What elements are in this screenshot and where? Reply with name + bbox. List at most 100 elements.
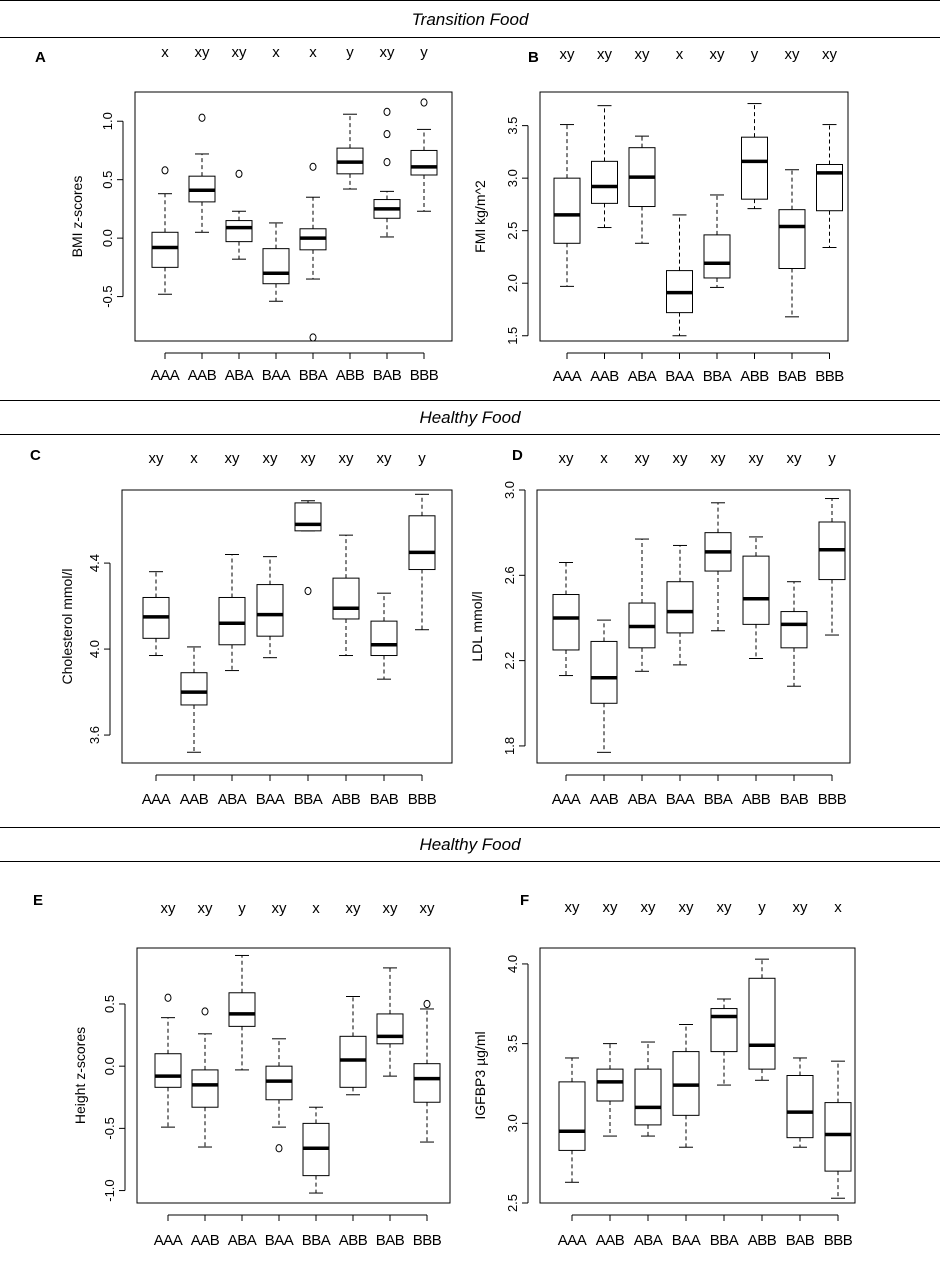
panel-e-x-tick-label-aba: ABA	[228, 1232, 257, 1249]
panel-f-box-bbb	[824, 1102, 852, 1172]
panel-f-group-letter-aab: xy	[603, 899, 619, 916]
panel-e-group-letter-aba: y	[238, 900, 246, 917]
panel-c-box-aba	[218, 596, 246, 646]
separator-line	[0, 400, 940, 401]
panel-d-x-tick-label-abb: ABB	[742, 791, 771, 808]
panel-b-group-letter-baa: x	[676, 46, 684, 63]
panel-c-group-letter-aaa: xy	[149, 450, 165, 467]
panel-d-group-letter-abb: xy	[749, 450, 765, 467]
panel-f-group-letter-bbb: x	[834, 899, 842, 916]
panel-c-group-letter-bba: xy	[301, 450, 317, 467]
panel-c-group-letter-bbb: y	[418, 450, 426, 467]
panel-e-group-letter-bab: xy	[383, 900, 399, 917]
section-title-transition-food: Transition Food	[411, 10, 529, 29]
panel-c-y-tick-label: 3.6	[87, 726, 102, 744]
panel-a-group-letter-abb: y	[346, 44, 354, 61]
panel-e-x-tick-label-abb: ABB	[339, 1232, 368, 1249]
panel-c-plot-frame	[121, 489, 453, 764]
panel-c-y-tick-label: 4.4	[87, 554, 102, 572]
section-title-healthy-food-2: Healthy Food	[419, 835, 521, 854]
panel-e-group-letter-aaa: xy	[161, 900, 177, 917]
panel-b-group-letter-bba: xy	[710, 46, 726, 63]
panel-d-box-aaa	[552, 594, 580, 651]
panel-a-box-baa	[262, 248, 290, 285]
panel-b-box-aab	[591, 160, 618, 204]
panel-c-box-abb	[332, 577, 360, 620]
panel-e-y-tick-label: 0.0	[102, 1057, 117, 1075]
panel-d-y-tick-label: 1.8	[502, 737, 517, 755]
panel-d-x-tick-label-bab: BAB	[780, 791, 809, 808]
panel-c-group-letter-bab: xy	[377, 450, 393, 467]
panel-e-box-bbb	[413, 1063, 441, 1103]
panel-e-group-letter-aab: xy	[198, 900, 214, 917]
panel-a-y-tick-label: 0.5	[100, 171, 115, 189]
panel-e-x-tick-label-aab: AAB	[191, 1232, 220, 1249]
panel-b-label: B	[528, 49, 539, 66]
panel-f-x-tick-label-aab: AAB	[596, 1232, 625, 1249]
panel-f-x-tick-label-aaa: AAA	[558, 1232, 587, 1249]
panel-b-x-tick-label-aaa: AAA	[553, 368, 582, 385]
panel-a-x-tick-label-bbb: BBB	[410, 367, 439, 384]
panel-d-x-tick-label-bbb: BBB	[818, 791, 847, 808]
panel-f-x-tick-label-bab: BAB	[786, 1232, 815, 1249]
panel-d-group-letter-bba: xy	[711, 450, 727, 467]
panel-b-plot-frame	[539, 91, 849, 342]
panel-f-group-letter-baa: xy	[679, 899, 695, 916]
panel-b-group-letter-abb: y	[751, 46, 759, 63]
panel-a-box-aba	[225, 220, 253, 243]
panel-d-x-tick-label-baa: BAA	[666, 791, 695, 808]
panel-c-group-letter-aba: xy	[225, 450, 241, 467]
panel-b-y-tick-label: 2.0	[505, 274, 520, 292]
panel-e-outlier-aaa	[164, 993, 172, 1002]
separator-line	[0, 827, 940, 828]
panel-e-box-baa	[265, 1065, 293, 1101]
panel-b-box-bab	[778, 209, 806, 270]
panel-f-y-tick-label: 3.0	[505, 1114, 520, 1132]
panel-a-outlier-bab	[383, 129, 391, 139]
panel-f-x-tick-label-abb: ABB	[748, 1232, 777, 1249]
panel-e-box-aaa	[154, 1053, 182, 1088]
panel-f-y-tick-label: 2.5	[505, 1194, 520, 1212]
panel-a-group-letter-baa: x	[272, 44, 280, 61]
panel-c-box-baa	[256, 584, 284, 637]
panel-a-x-tick-label-aba: ABA	[225, 367, 254, 384]
panel-a-box-bbb	[410, 149, 438, 176]
panel-f-x-tick-label-baa: BAA	[672, 1232, 701, 1249]
panel-e-group-letter-bbb: xy	[420, 900, 436, 917]
separator-line	[0, 861, 940, 862]
panel-f-box-bab	[786, 1075, 814, 1139]
panel-b-y-axis-title: FMI kg/m^2	[472, 180, 488, 253]
panel-e-group-letter-bba: x	[312, 900, 320, 917]
panel-c-x-tick-label-bab: BAB	[370, 791, 399, 808]
panel-f-y-tick-label: 3.5	[505, 1035, 520, 1053]
panel-f-group-letter-abb: y	[758, 899, 766, 916]
panel-e-y-tick-label: -1.0	[102, 1179, 117, 1201]
panel-c-x-tick-label-bbb: BBB	[408, 791, 437, 808]
panel-e-plot-frame	[136, 947, 451, 1204]
panel-e-box-abb	[339, 1035, 367, 1088]
panel-e-outlier-bbb	[423, 999, 431, 1009]
panel-f-box-abb	[748, 977, 776, 1070]
panel-c-outlier-bba	[304, 586, 312, 596]
panel-d-group-letter-aba: xy	[635, 450, 651, 467]
panel-f-group-letter-bba: xy	[717, 899, 733, 916]
panel-b-x-tick-label-bbb: BBB	[815, 368, 844, 385]
panel-f-plot-frame	[539, 947, 856, 1204]
panel-c-group-letter-aab: x	[190, 450, 198, 467]
panel-c-group-letter-baa: xy	[263, 450, 279, 467]
panel-a-outlier-aaa	[161, 166, 169, 175]
panel-c-box-bba	[294, 502, 322, 532]
panel-b-group-letter-aaa: xy	[560, 46, 576, 63]
panel-a-x-tick-label-bba: BBA	[299, 367, 328, 384]
panel-e-x-tick-label-aaa: AAA	[154, 1232, 183, 1249]
panel-d-y-tick-label: 3.0	[502, 481, 517, 499]
panel-a-x-tick-label-abb: ABB	[336, 367, 365, 384]
panel-c-x-tick-label-aab: AAB	[180, 791, 209, 808]
panel-b-group-letter-bbb: xy	[822, 46, 838, 63]
panel-e-group-letter-abb: xy	[346, 900, 362, 917]
panel-a-label: A	[35, 49, 46, 66]
panel-a-x-tick-label-bab: BAB	[373, 367, 402, 384]
panel-c-x-tick-label-bba: BBA	[294, 791, 323, 808]
panel-e-box-bab	[376, 1013, 404, 1045]
